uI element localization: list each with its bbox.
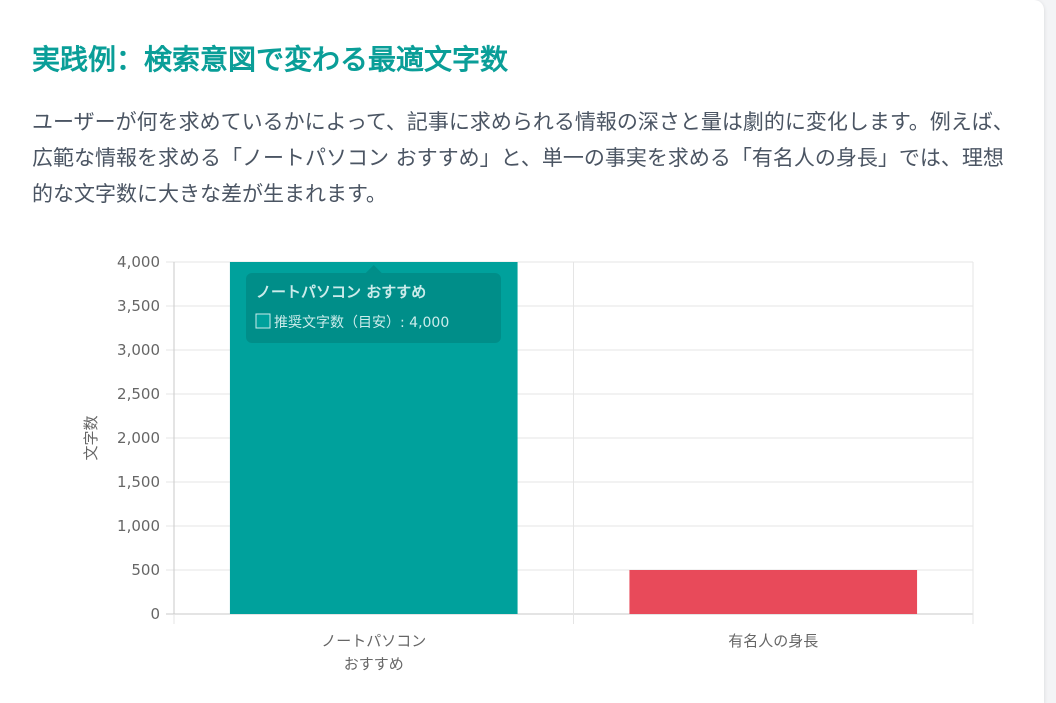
page-description: ユーザーが何を求めているかによって、記事に求められる情報の深さと量は劇的に変化し… (32, 110, 1014, 206)
y-tick-label: 2,000 (117, 429, 160, 447)
y-tick-label: 2,500 (117, 385, 160, 403)
page-title: 実践例：検索意図で変わる最適文字数 (32, 43, 509, 76)
tooltip-swatch (255, 313, 271, 329)
bar (629, 570, 918, 614)
x-tick-label: ノートパソコン (321, 632, 426, 650)
tooltip-box (246, 273, 501, 343)
tooltip-label: 推奨文字数（目安）: 4,000 (274, 315, 449, 331)
x-tick-label: 有名人の身長 (728, 632, 818, 650)
y-tick-label: 1,000 (117, 517, 160, 535)
y-tick-label: 3,000 (117, 341, 160, 359)
y-tick-label: 3,500 (117, 297, 160, 315)
chart-tooltip: ノートパソコン おすすめ 推奨文字数（目安）: 4,000 (246, 265, 501, 343)
y-axis-ticks: 0 500 1,000 1,500 2,000 2,500 3,000 3,500 4,000 (117, 253, 160, 623)
y-tick-label: 4,000 (117, 253, 160, 271)
tooltip-title: ノートパソコン おすすめ (256, 283, 426, 301)
tooltip-caret (365, 265, 382, 273)
y-axis-label: 文字数 (82, 415, 100, 460)
y-tick-label: 0 (150, 605, 160, 623)
x-tick-label: おすすめ (344, 655, 404, 673)
y-tick-label: 1,500 (117, 473, 160, 491)
y-tick-label: 500 (131, 561, 160, 579)
